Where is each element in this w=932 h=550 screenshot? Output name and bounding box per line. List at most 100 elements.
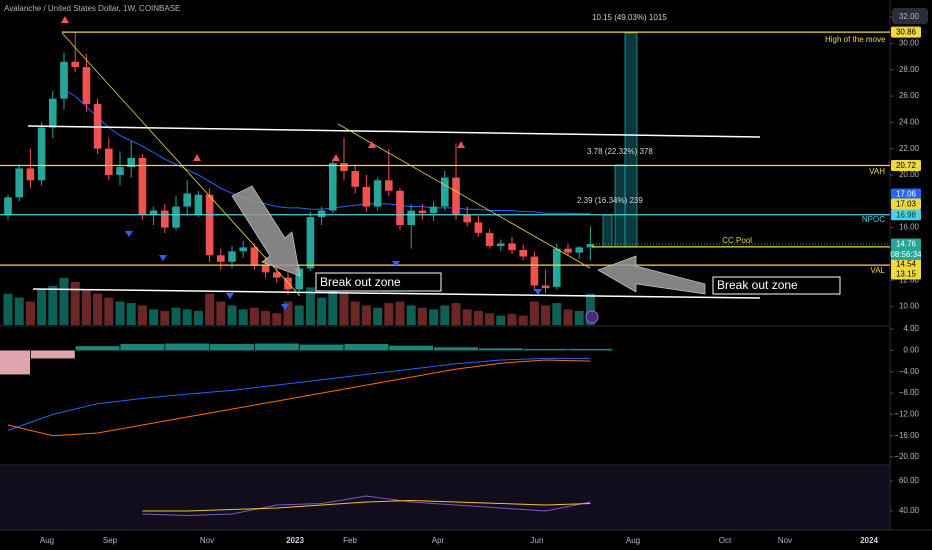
volume-bar: [328, 289, 338, 325]
marker: [392, 261, 400, 267]
candle-body: [273, 272, 281, 278]
volume-bar: [317, 297, 327, 325]
marks: High of the move VAH NPOC CC Pool VAL Aug Sep N…: [0, 31, 890, 545]
volume-bar: [182, 309, 192, 325]
histogram-bar: [344, 344, 389, 351]
annotation: Break out zone: [320, 275, 401, 289]
candle-body: [575, 247, 583, 253]
candle-body: [340, 163, 348, 172]
candle-body: [295, 268, 303, 290]
candle-body: [261, 264, 270, 273]
histogram-bar: [30, 350, 75, 359]
histogram-bar: [120, 344, 165, 351]
x-tick-label: Sep: [103, 536, 118, 545]
histogram-bar: [434, 347, 478, 351]
volume-bar: [227, 305, 237, 325]
candle-body: [373, 180, 382, 207]
price-label-box: [891, 26, 921, 38]
volume-bar: [563, 309, 573, 325]
candle-body: [362, 186, 371, 207]
volume-bar: [406, 305, 416, 325]
candle-body: [463, 214, 471, 223]
candle-body: [116, 167, 124, 175]
volume-bar: [249, 307, 259, 325]
y-tick-label: 20.00: [899, 170, 920, 179]
volume-bar: [541, 305, 551, 325]
candle-body: [37, 127, 46, 181]
candle-body: [82, 67, 91, 104]
marker: [125, 231, 133, 237]
y-tick-label: −12.00: [894, 409, 919, 418]
x-tick-label: Aug: [626, 536, 640, 545]
y-tick-label: 4.00: [903, 324, 919, 333]
volume-bar: [272, 313, 282, 325]
candle-body: [586, 243, 595, 248]
volume-bar: [417, 307, 427, 325]
volume-bar: [14, 297, 24, 325]
marker: [457, 141, 465, 148]
candle-body: [60, 61, 68, 99]
candle-body: [485, 232, 494, 247]
candle-body: [497, 243, 505, 247]
line-series: [142, 499, 591, 512]
candle-body: [15, 168, 23, 198]
y-tick-label: −8.00: [899, 388, 920, 397]
x-tick-label: Jun: [531, 536, 544, 545]
price-label: 16.98: [896, 210, 917, 219]
text-box: [315, 272, 442, 292]
y-tick-label: −4.00: [899, 367, 920, 376]
x-tick-label: Feb: [343, 536, 357, 545]
candle-body: [149, 210, 158, 215]
line-series: [142, 495, 591, 517]
candle-body: [105, 148, 113, 175]
candle-body: [205, 194, 214, 256]
y-tick-label: −20.00: [894, 452, 919, 461]
trend-line: [337, 123, 591, 269]
volume-bar: [373, 307, 383, 325]
volume-bar: [283, 301, 293, 325]
volume-bar: [339, 293, 349, 325]
volume-bar: [384, 303, 394, 325]
candle-body: [441, 177, 449, 207]
marker: [281, 304, 289, 310]
text-box: [712, 276, 841, 295]
candle-body: [239, 247, 247, 252]
y-tick-label: 30.00: [899, 39, 920, 48]
marker: [61, 16, 69, 23]
candle-body: [541, 285, 550, 289]
volume-bar: [160, 310, 170, 325]
volume-bar: [149, 309, 159, 325]
x-tick-label: Oct: [719, 536, 732, 545]
line-series: [7, 359, 591, 437]
price-label-box: [891, 258, 921, 270]
volume-bar: [473, 310, 483, 325]
price-label-box: [891, 268, 921, 280]
price-label: 17.06: [896, 190, 917, 199]
trend-line: [32, 288, 761, 299]
moving-average: [63, 89, 591, 215]
level-name: VAH: [869, 167, 885, 176]
candle-body: [508, 243, 516, 250]
candle-body: [519, 250, 527, 257]
volume-bar: [574, 310, 584, 325]
volume-bar: [93, 293, 103, 325]
chart-title: Avalanche / United States Dollar, 1W, CO…: [4, 4, 180, 13]
marker: [534, 289, 542, 295]
candle-body: [194, 194, 203, 215]
volume-bar: [171, 307, 181, 325]
volume-bar: [429, 309, 439, 325]
histogram-bar: [478, 348, 523, 351]
candle-body: [183, 193, 191, 207]
measure-box: [602, 214, 613, 248]
measure-label: 3.78 (22.32%) 378: [587, 147, 653, 156]
level-name: NPOC: [862, 215, 885, 224]
volume-bar: [25, 301, 35, 325]
candle-body: [306, 217, 315, 269]
y-tick-label: 12.00: [899, 275, 920, 284]
x-tick-label: Apr: [432, 536, 445, 545]
candle-body: [161, 210, 169, 228]
y-tick-label: 28.00: [899, 65, 920, 74]
histogram-bar: [523, 348, 568, 351]
candle-body: [452, 177, 460, 215]
